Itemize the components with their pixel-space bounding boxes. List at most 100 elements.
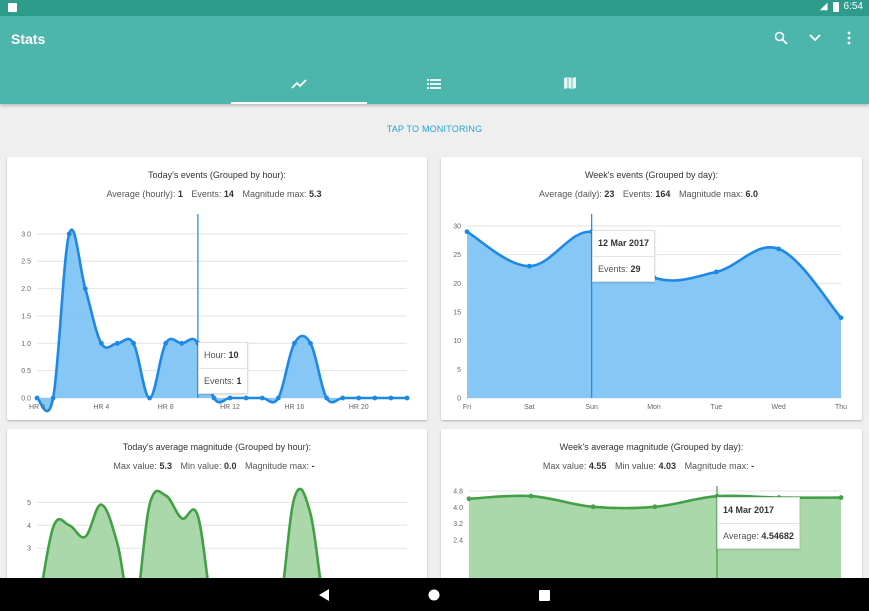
- y-tick-label: 15: [453, 310, 461, 317]
- list-icon: [427, 76, 441, 94]
- data-point: [147, 395, 153, 401]
- data-point: [179, 340, 185, 346]
- data-point: [652, 504, 658, 510]
- status-time: 6:54: [843, 1, 863, 12]
- stat-label: Average (hourly):: [106, 189, 176, 199]
- stat-label: Min value:: [614, 461, 656, 471]
- x-tick-label: Sun: [585, 404, 598, 411]
- x-tick-label: Wed: [772, 404, 786, 411]
- today-magnitude-card: Today's average magnitude (Grouped by ho…: [7, 429, 427, 589]
- navigation-bar: [0, 578, 869, 611]
- tooltip-label: Hour:: [204, 350, 227, 360]
- y-tick-label: 3: [27, 546, 31, 553]
- data-point: [131, 340, 136, 346]
- y-tick-label: 1.0: [21, 341, 31, 348]
- data-point: [838, 495, 844, 500]
- stat-value: 4.55: [588, 461, 607, 471]
- tooltip-label: Average:: [723, 531, 759, 541]
- data-point: [259, 395, 265, 401]
- y-tick-label: 4.0: [453, 505, 463, 512]
- data-point: [528, 493, 534, 499]
- tooltip-value: 29: [630, 264, 641, 274]
- y-tick-label: 2.4: [453, 538, 463, 545]
- x-tick-label: HR 0: [29, 404, 45, 411]
- data-point: [776, 246, 782, 252]
- today-events-card: Today's events (Grouped by hour): Averag…: [7, 157, 427, 420]
- series-area: [41, 489, 322, 589]
- x-tick-label: HR 20: [349, 404, 369, 411]
- week-events-card: Week's events (Grouped by day): Average …: [441, 157, 862, 420]
- series-area: [467, 231, 841, 398]
- y-tick-label: 0.5: [21, 368, 31, 375]
- back-icon[interactable]: [316, 587, 332, 603]
- data-point: [163, 340, 169, 346]
- chart-tooltip: Hour: 10 Events: 1: [198, 342, 248, 394]
- recents-icon[interactable]: [536, 587, 552, 603]
- y-tick-label: 4.8: [453, 489, 463, 496]
- y-tick-label: 3.2: [453, 521, 463, 528]
- data-point: [82, 286, 88, 291]
- y-tick-label: 30: [453, 224, 461, 231]
- y-tick-label: 3.0: [21, 231, 31, 238]
- tab-list[interactable]: [366, 66, 502, 104]
- data-point: [98, 340, 104, 346]
- y-tick-label: 25: [453, 252, 461, 259]
- data-point: [713, 269, 719, 275]
- notification-icon: [8, 3, 17, 12]
- data-point: [838, 315, 844, 321]
- stat-label: Events:: [622, 189, 653, 199]
- battery-icon: [832, 1, 839, 12]
- card-stats: Average (daily): 23 Events: 164 Magnitud…: [441, 189, 862, 199]
- status-bar-right: ◢ 6:54: [820, 1, 863, 12]
- y-tick-label: 4: [27, 523, 31, 530]
- tooltip-value: 4.54682: [761, 531, 794, 541]
- data-point: [243, 395, 249, 401]
- chevron-down-icon[interactable]: [807, 28, 823, 48]
- y-tick-label: 5: [457, 367, 461, 374]
- data-point: [466, 496, 472, 502]
- x-tick-label: HR 16: [284, 404, 304, 411]
- stat-label: Magnitude max:: [242, 189, 307, 199]
- search-icon[interactable]: [773, 28, 789, 48]
- signal-icon: ◢: [819, 1, 828, 12]
- x-tick-label: Mon: [647, 404, 661, 411]
- stat-label: Max value:: [542, 461, 587, 471]
- tooltip-value: 1: [236, 376, 242, 386]
- data-point: [464, 229, 470, 235]
- y-tick-label: 2.0: [21, 286, 31, 293]
- app-bar-actions: [773, 28, 857, 48]
- tooltip-date: 12 Mar 2017: [598, 238, 650, 248]
- tab-chart[interactable]: [231, 66, 367, 104]
- x-tick-label: HR 8: [158, 404, 174, 411]
- stat-label: Average (daily):: [538, 189, 602, 199]
- y-tick-label: 20: [453, 281, 461, 288]
- more-vert-icon[interactable]: [841, 28, 857, 48]
- data-point: [211, 395, 217, 401]
- today-events-chart[interactable]: 0.0 0.5 1.0 1.5 2.0 2.5 3.0 HR 0 HR 4 HR 8 HR 12 HR…: [7, 157, 427, 420]
- series-area: [37, 229, 407, 412]
- stat-value: -: [751, 461, 755, 471]
- stat-value: 0.0: [224, 461, 237, 471]
- card-title: Today's events (Grouped by hour):: [148, 170, 286, 180]
- trending-icon: [291, 76, 307, 94]
- card-stats: Max value: 5.3 Min value: 0.0 Magnitude …: [7, 461, 427, 471]
- data-point: [275, 395, 281, 401]
- card-title: Week's average magnitude (Grouped by day…: [559, 442, 744, 452]
- tap-to-monitoring-link[interactable]: TAP TO MONITORING: [386, 124, 483, 134]
- stat-value: 164: [655, 189, 671, 199]
- stat-value: 5.3: [309, 189, 322, 199]
- stat-label: Min value:: [180, 461, 222, 471]
- tooltip-value: 10: [228, 350, 239, 360]
- x-tick-label: Fri: [463, 404, 472, 411]
- card-title: Today's average magnitude (Grouped by ho…: [122, 442, 312, 452]
- data-point: [308, 340, 313, 346]
- tab-map[interactable]: [502, 66, 638, 104]
- x-tick-label: Sat: [524, 404, 535, 411]
- today-magnitude-chart[interactable]: 3 4 5: [7, 429, 427, 589]
- y-tick-label: 10: [453, 338, 461, 345]
- stat-label: Max value:: [113, 461, 157, 471]
- week-events-chart[interactable]: 0 5 10 15 20 25 30 Fri Sat Sun Mon Tue Wed Thu: [441, 157, 862, 420]
- data-point: [50, 395, 56, 401]
- app-bar: Stats: [0, 16, 869, 104]
- home-icon[interactable]: [426, 587, 442, 603]
